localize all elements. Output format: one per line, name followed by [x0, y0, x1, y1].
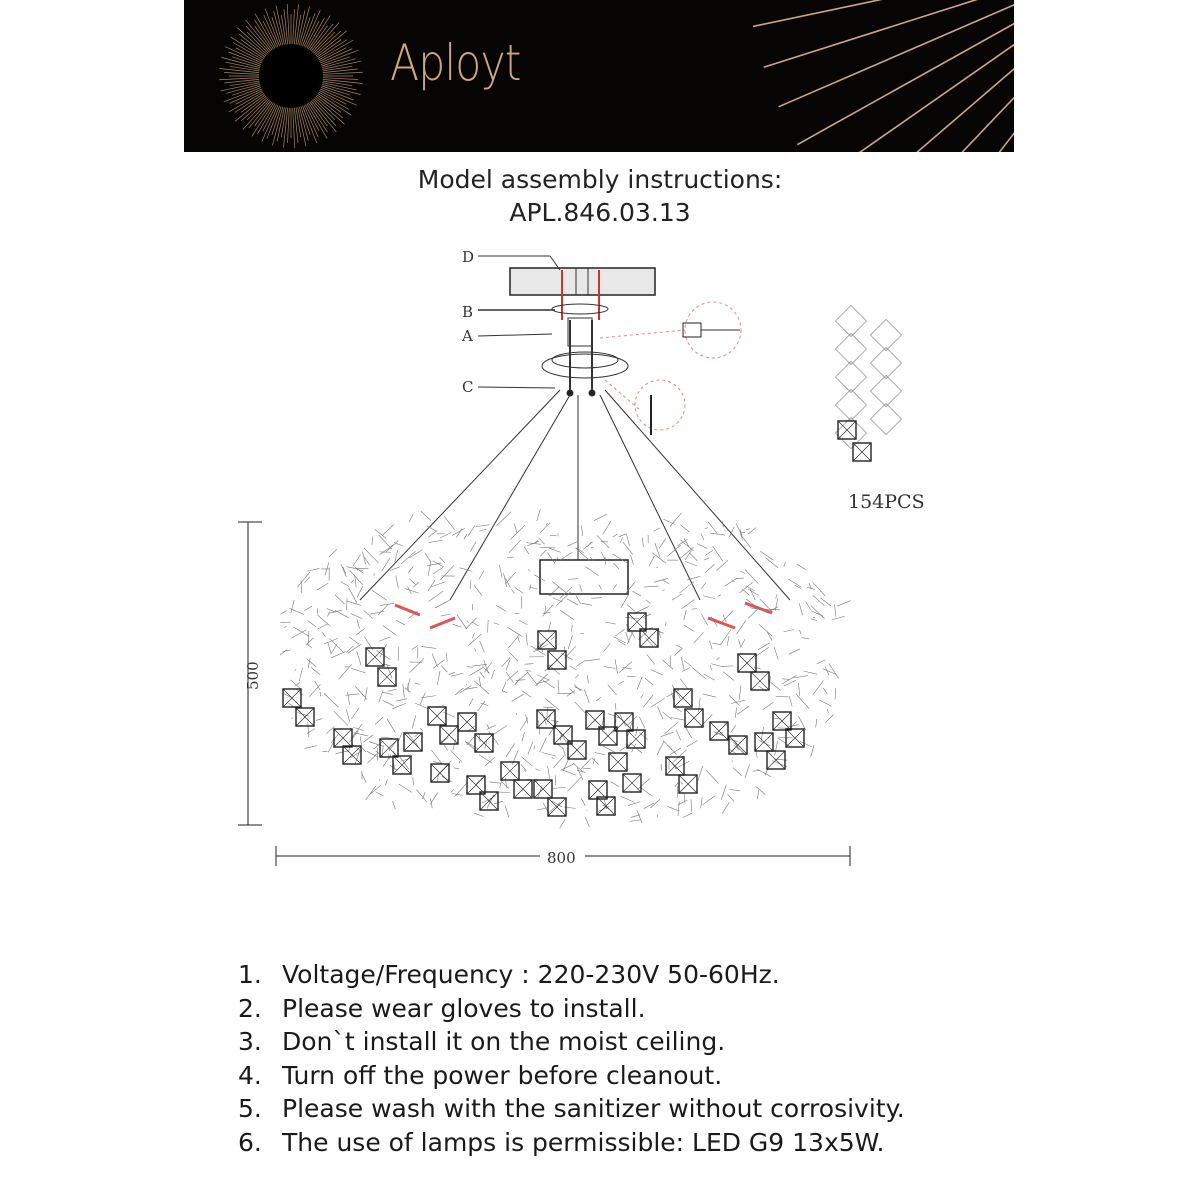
crystal-icon	[837, 420, 857, 440]
crystal-icon	[614, 712, 634, 732]
height-dimension: 500	[244, 661, 262, 690]
part-label-b: B	[462, 303, 473, 321]
crystal-icon	[772, 711, 792, 731]
crystal-icon	[513, 779, 533, 799]
crystal-icon	[728, 735, 748, 755]
crystal-icon	[627, 612, 647, 632]
instruction-item: 2. Please wear gloves to install.	[238, 993, 646, 1023]
instruction-item: 4. Turn off the power before cleanout.	[238, 1060, 723, 1090]
part-label-d: D	[462, 248, 474, 266]
crystal-icon	[608, 752, 628, 772]
instruction-item: 3. Don`t install it on the moist ceiling.	[238, 1027, 726, 1056]
crystal-icon	[342, 745, 362, 765]
crystal-icon	[457, 712, 477, 732]
crystal-icon	[622, 773, 642, 793]
crystal-icon	[500, 761, 520, 781]
model-number: APL.846.03.13	[509, 198, 691, 227]
chandelier-diagram: D B A C 154PCS 500 800	[238, 248, 925, 867]
crystal-icon	[785, 728, 805, 748]
crystal-icon	[588, 780, 608, 800]
crystal-icon	[533, 779, 553, 799]
instructions-list: 1. Voltage/Frequency : 220-230V 50-60Hz. …	[238, 958, 905, 1159]
instruction-item: 5. Please wash with the sanitizer without…	[238, 1094, 905, 1123]
crystal-icon	[639, 628, 659, 648]
crystal-icon	[852, 442, 872, 462]
crystal-icon	[403, 732, 423, 752]
sunburst-logo-icon	[219, 0, 1014, 152]
crystal-icon	[598, 726, 618, 746]
page-title: Model assembly instructions:	[417, 165, 783, 194]
crystal-icon	[678, 774, 698, 794]
crystal-icon	[392, 755, 412, 775]
crystal-icon	[282, 688, 302, 708]
crystal-icon	[684, 708, 704, 728]
crystal-icon	[626, 729, 646, 749]
ceiling-plate	[509, 267, 656, 296]
crystal-icon	[439, 725, 459, 745]
crystal-icon	[474, 733, 494, 753]
crystal-icon	[427, 706, 447, 726]
crystal-icon	[536, 709, 556, 729]
crystal-icon	[766, 750, 786, 770]
crystal-icon	[379, 738, 399, 758]
crystal-icon	[466, 775, 486, 795]
crystal-icon	[750, 671, 770, 691]
crystal-icon	[537, 630, 557, 650]
canopy-box	[539, 559, 629, 595]
crystal-icon	[479, 791, 499, 811]
crystal-icon	[430, 763, 450, 783]
instruction-item: 6. The use of lamps is permissible: LED G…	[238, 1127, 885, 1157]
part-label-a: A	[461, 327, 473, 345]
crystal-icon	[754, 732, 774, 752]
crystal-icon	[567, 740, 587, 760]
crystal-icon	[547, 797, 567, 817]
crystal-icon	[377, 667, 397, 687]
crystal-icon	[709, 721, 729, 741]
crystal-icon	[295, 707, 315, 727]
crystal-icon	[665, 756, 685, 776]
part-label-c: C	[462, 378, 473, 396]
crystal-icon	[547, 650, 567, 670]
crystal-icon	[596, 796, 616, 816]
pieces-count: 154PCS	[848, 491, 925, 513]
instruction-item: 1. Voltage/Frequency : 220-230V 50-60Hz.	[238, 960, 780, 989]
crystal-icon	[737, 653, 757, 673]
brand-banner: Aployt	[184, 0, 1014, 152]
crystal-icon	[365, 647, 385, 667]
crystal-mesh	[279, 305, 902, 829]
crystal-icon	[333, 728, 353, 748]
brand-logo-text: Aployt	[390, 34, 521, 92]
crystal-icon	[585, 710, 605, 730]
crystal-icon	[673, 688, 693, 708]
width-dimension: 800	[547, 849, 576, 867]
